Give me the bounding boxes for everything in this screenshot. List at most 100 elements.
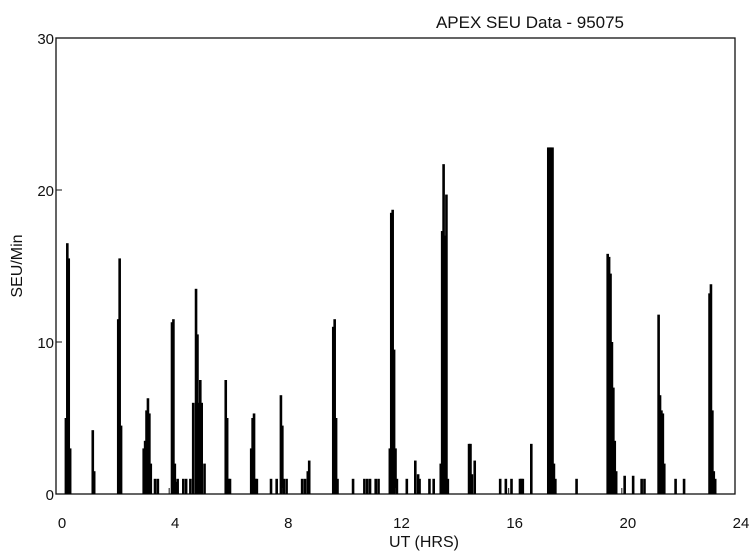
bar [279, 395, 283, 494]
bar [554, 478, 557, 494]
bar [575, 478, 578, 494]
bar [173, 463, 177, 494]
bar [275, 478, 278, 494]
bar [467, 443, 471, 494]
x-tick-label: 0 [58, 515, 66, 532]
bar [498, 478, 502, 494]
y-tick-label: 10 [37, 335, 54, 352]
bar [658, 395, 662, 494]
bar [228, 478, 232, 494]
bar [640, 478, 643, 494]
bar [146, 398, 150, 494]
bar [607, 256, 611, 494]
bar [432, 478, 435, 494]
bar [614, 471, 618, 494]
y-tick-label: 0 [46, 487, 54, 504]
bar [374, 478, 377, 494]
bar [546, 147, 550, 494]
bar [252, 413, 256, 494]
bar [254, 478, 257, 494]
bar [428, 478, 431, 494]
bar [392, 349, 396, 494]
bar [92, 471, 96, 494]
bar [184, 478, 188, 494]
bar [227, 478, 230, 494]
bar [91, 430, 95, 494]
bar [282, 478, 286, 494]
bar [661, 413, 665, 494]
bar [351, 478, 355, 494]
bar [445, 194, 448, 494]
bar [189, 478, 192, 494]
bar [156, 478, 160, 494]
bar [170, 322, 174, 494]
plot-frame [55, 37, 736, 495]
bar [439, 463, 443, 494]
bar [196, 334, 199, 494]
bar [64, 418, 68, 494]
bar [255, 478, 259, 494]
bar [118, 258, 121, 494]
bar [510, 478, 513, 494]
bar [440, 231, 444, 495]
bar [66, 243, 69, 494]
bar [443, 235, 447, 494]
bar [307, 460, 311, 494]
bar [377, 478, 380, 494]
bar [405, 478, 409, 494]
bar [613, 440, 617, 494]
bar [713, 478, 717, 494]
bar [504, 478, 508, 494]
bar [363, 478, 366, 494]
y-axis-ticks: 0 10 20 30 [37, 31, 62, 504]
bar [442, 164, 445, 494]
bar [200, 402, 203, 494]
bar [281, 425, 284, 494]
x-tick-label: 4 [171, 515, 179, 532]
bar [470, 474, 474, 494]
bar [711, 410, 714, 494]
bar [469, 443, 472, 494]
bar [368, 478, 372, 494]
x-tick-label: 24 [733, 515, 750, 532]
bar [149, 463, 153, 494]
y-axis-label: SEU/Min [9, 234, 26, 297]
bar [521, 478, 525, 494]
bar [660, 410, 663, 494]
bar [549, 147, 553, 494]
bar [191, 402, 195, 494]
bar [303, 478, 307, 494]
bar [142, 448, 145, 494]
bar [68, 448, 72, 494]
bar [552, 463, 556, 494]
bar [657, 314, 660, 494]
bar [306, 471, 310, 494]
bar [446, 478, 450, 494]
x-tick-label: 20 [619, 515, 636, 532]
bar [609, 273, 612, 494]
bar [416, 474, 420, 494]
x-tick-label: 8 [284, 515, 292, 532]
bar [197, 402, 201, 494]
bar [612, 387, 615, 494]
bar [176, 478, 179, 494]
bar [198, 380, 202, 494]
x-tick-label: 12 [393, 515, 410, 532]
bar [251, 418, 254, 494]
bar [194, 288, 198, 494]
x-tick-label: 16 [506, 515, 523, 532]
bar [67, 258, 71, 494]
bar [388, 448, 392, 494]
x-axis-ticks: 0 4 8 12 16 20 24 [55, 488, 750, 532]
bar [391, 209, 394, 494]
bar [682, 478, 686, 494]
bar [395, 478, 399, 494]
bar [333, 319, 336, 494]
bar [709, 284, 713, 494]
bar [414, 460, 417, 494]
chart-title: APEX SEU Data - 95075 [436, 13, 624, 32]
bar [518, 478, 522, 494]
bar [520, 478, 523, 494]
y-tick-label: 20 [37, 183, 54, 200]
